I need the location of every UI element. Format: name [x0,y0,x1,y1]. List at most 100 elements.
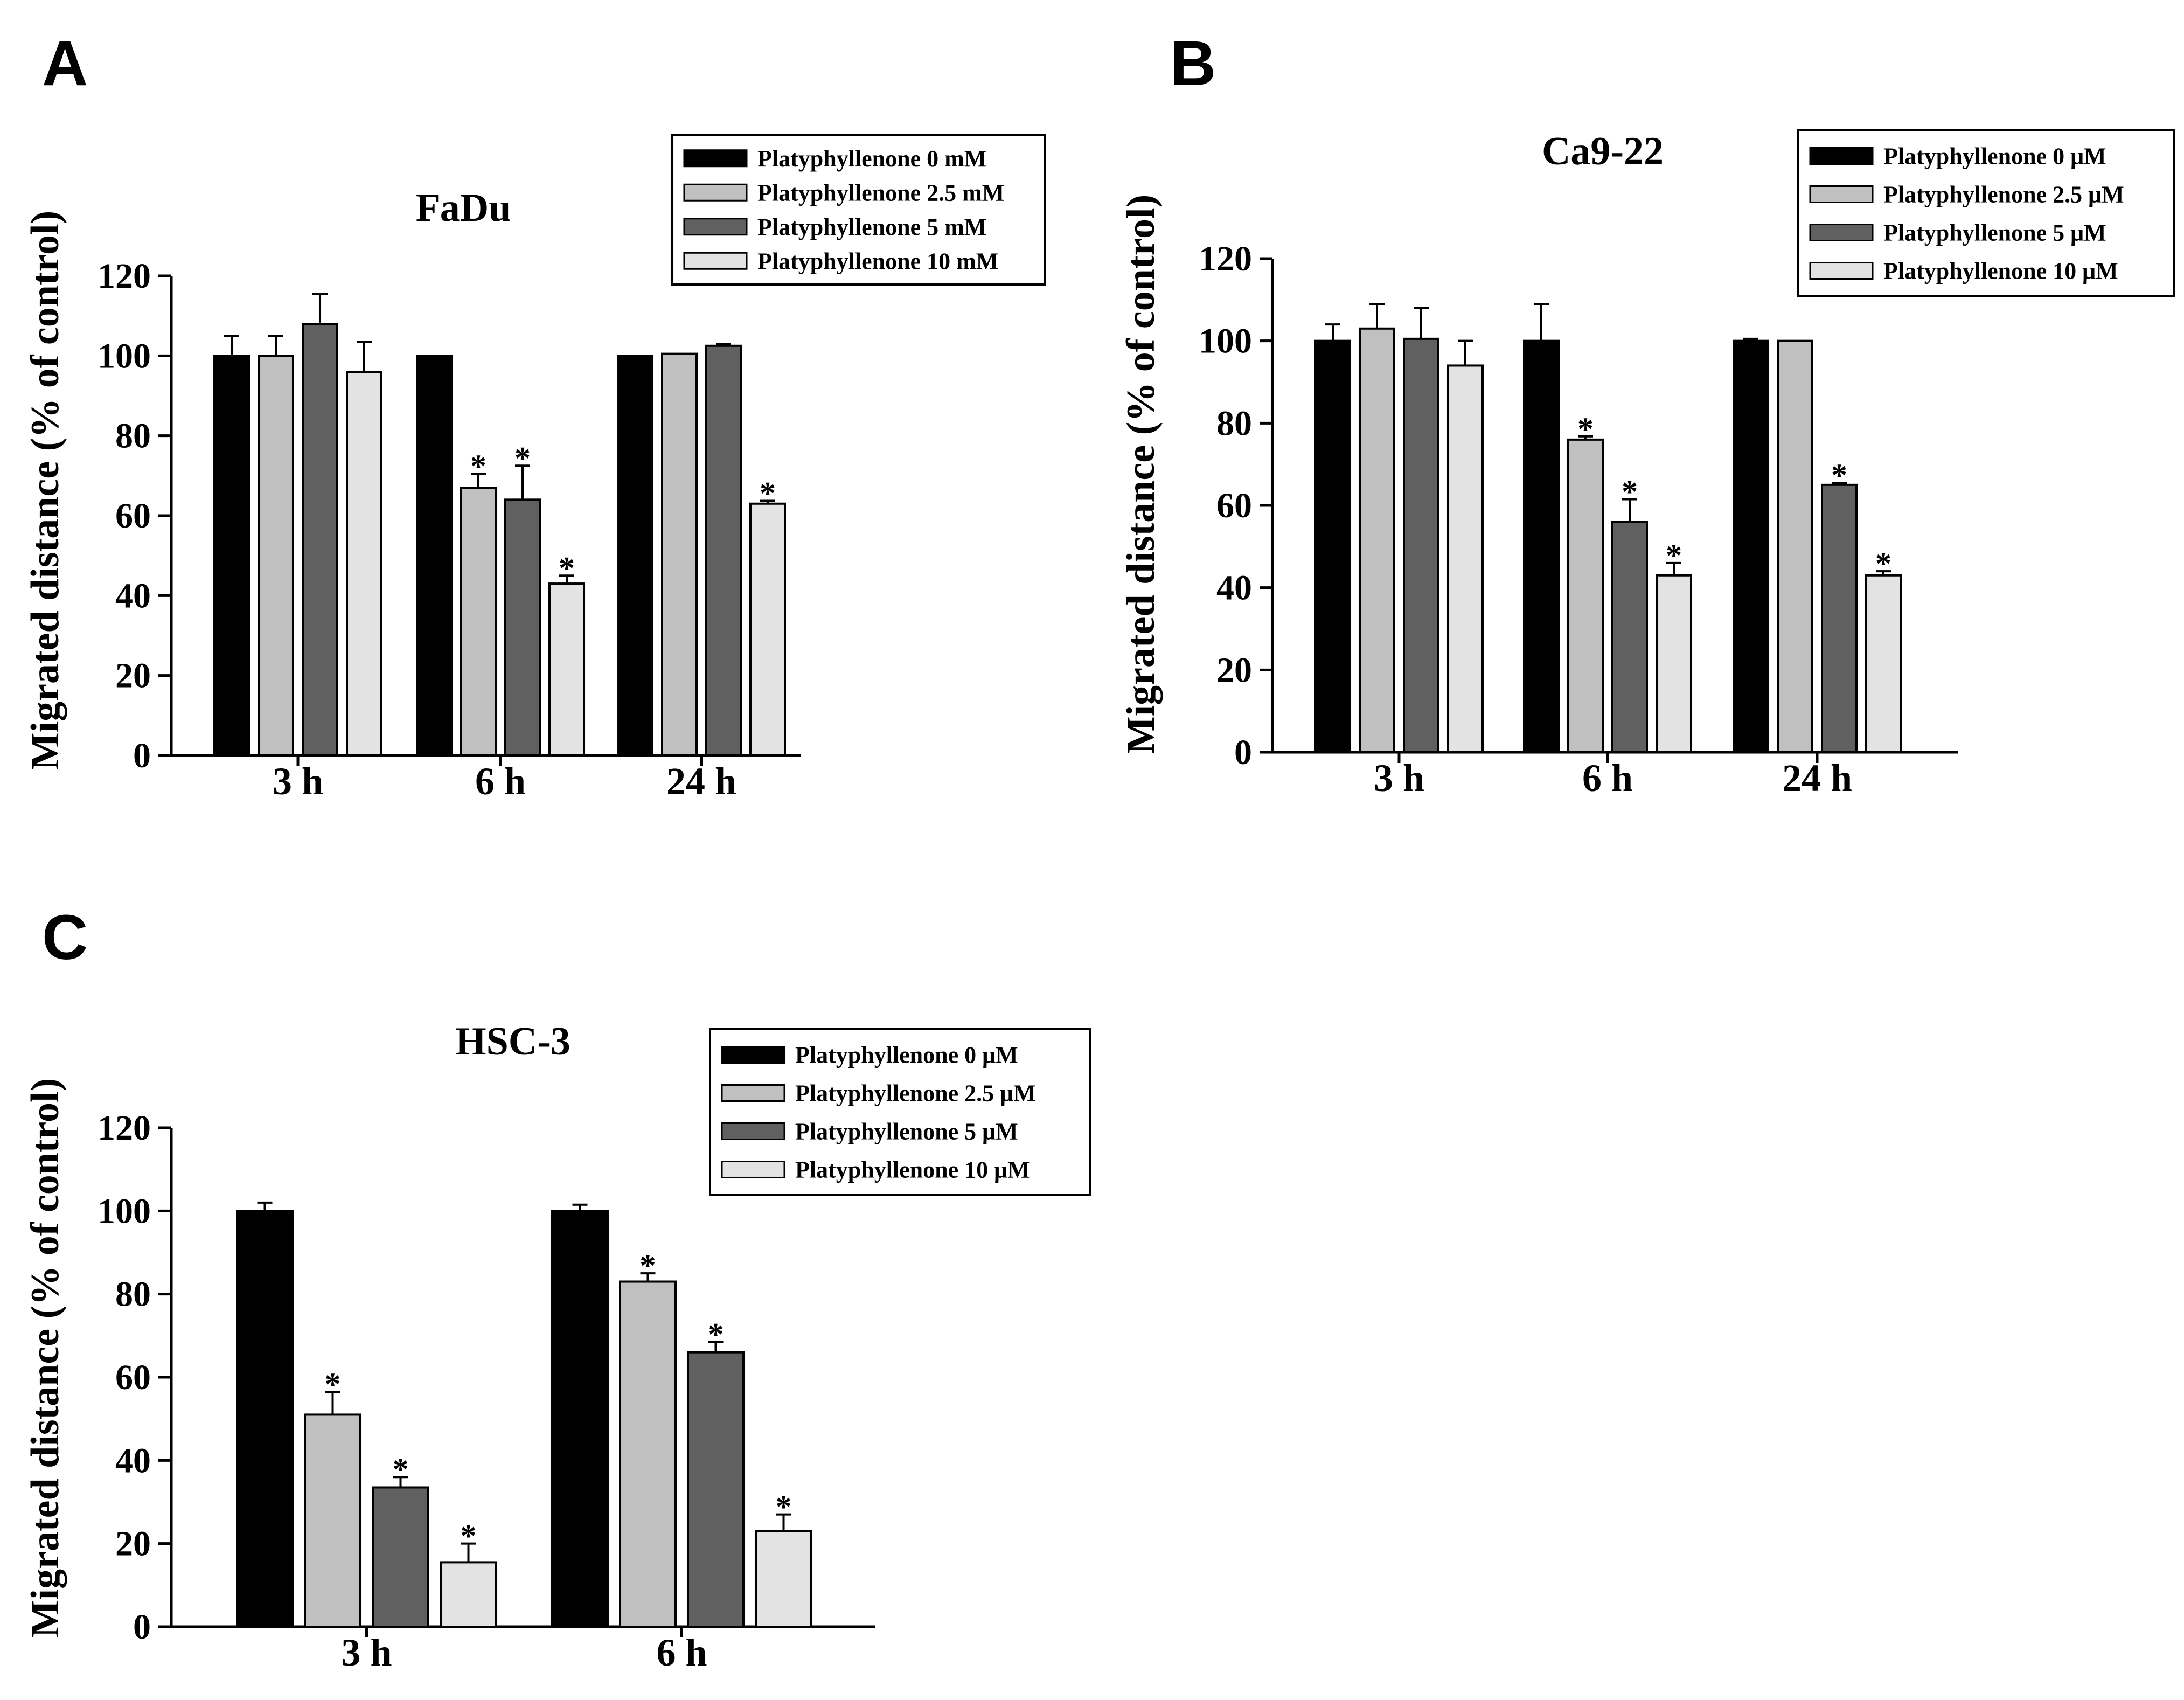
bar [1865,574,1902,754]
legend-swatch [1809,147,1874,165]
y-tick-label: 0 [1234,733,1252,772]
bar [661,352,698,757]
panel-c: C HSC-3 Migrated distance (% of control)… [23,902,1091,1674]
legend-label: Platyphyllenone 10 μM [795,1157,1030,1183]
y-tick-label: 80 [1216,404,1252,443]
bar [346,371,382,757]
y-axis-label-b: Migrated distance (% of control) [1119,195,1163,754]
legend-label: Platyphyllenone 0 mM [757,145,986,172]
significance-star: * [514,440,531,476]
bar [617,355,653,757]
y-tick-label: 60 [115,1358,151,1397]
bar [619,1280,677,1628]
legend-swatch [683,252,748,270]
significance-star: * [640,1248,656,1283]
legend-label: Platyphyllenone 2.5 μM [1883,182,2124,208]
bar [440,1561,497,1628]
bar [1523,339,1560,753]
plot-area-b: 0 20 40 60 80 100 120 3 h 6 h * * * 24 h * * [1199,239,1958,800]
x-category-label: 3 h [273,760,323,803]
bar [372,1486,429,1628]
bar [416,355,453,757]
chart-title-c: HSC-3 [455,1019,571,1064]
significance-star: * [1622,474,1638,510]
bar [705,344,742,757]
legend-c: Platyphyllenone 0 μM Platyphyllenone 2.5 … [709,1028,1091,1196]
bar [1656,574,1692,754]
legend-label: Platyphyllenone 2.5 μM [795,1080,1036,1107]
significance-star: * [776,1489,792,1525]
y-tick-label: 0 [133,736,151,775]
legend-label: Platyphyllenone 5 μM [795,1119,1018,1145]
bar [504,498,541,757]
significance-star: * [708,1316,724,1352]
significance-star: * [325,1366,341,1402]
bar [687,1351,745,1628]
y-tick-label: 80 [115,417,151,456]
bar [1359,327,1395,753]
legend-label: Platyphyllenone 2.5 mM [757,179,1004,206]
significance-star: * [1577,411,1594,447]
bar [302,323,338,757]
bar [1567,438,1604,753]
bar [548,582,585,757]
x-category-label: 6 h [656,1631,707,1674]
y-tick-label: 20 [115,1524,151,1564]
panel-letter-b: B [1170,28,1216,99]
x-category-label: 24 h [1782,757,1852,800]
bar [1733,339,1769,753]
panel-b: B Ca9-22 Migrated distance (% of control… [1119,28,2175,800]
legend-swatch [683,218,748,236]
x-category-label: 3 h [341,1631,392,1674]
significance-star: * [1875,546,1891,581]
bar [1447,364,1484,753]
significance-star: * [1666,538,1682,573]
significance-star: * [760,476,776,511]
legend-b: Platyphyllenone 0 μM Platyphyllenone 2.5 … [1797,129,2175,297]
bar [1611,521,1648,753]
bar [749,502,786,757]
bar [1403,337,1439,753]
legend-swatch [721,1084,785,1102]
y-tick-label: 100 [98,1191,151,1231]
bar [551,1210,609,1628]
bar [755,1530,812,1628]
y-axis-label-a: Migrated distance (% of control) [23,211,67,771]
panel-letter-c: C [42,902,88,973]
y-tick-label: 60 [115,496,151,536]
y-axis-label-c: Migrated distance (% of control) [23,1078,67,1638]
y-tick-label: 80 [115,1275,151,1314]
legend-label: Platyphyllenone 10 μM [1883,258,2118,285]
y-tick-label: 120 [1199,239,1252,279]
y-tick-label: 40 [1216,568,1252,608]
panel-letter-a: A [42,28,88,99]
x-category-label: 24 h [666,760,736,803]
panel-a: A FaDu Migrated distance (% of control) … [23,28,1046,803]
legend-swatch [1809,262,1874,280]
significance-star: * [393,1452,409,1487]
y-tick-label: 20 [1216,650,1252,690]
legend-label: Platyphyllenone 10 mM [757,248,998,274]
legend-label: Platyphyllenone 5 μM [1883,220,2106,246]
chart-title-a: FaDu [416,186,511,230]
chart-title-b: Ca9-22 [1542,129,1664,174]
significance-star: * [559,550,575,586]
bar [236,1210,294,1628]
y-tick-label: 120 [98,1108,151,1148]
significance-star: * [1831,457,1847,493]
legend-swatch [721,1161,785,1178]
significance-star: * [470,448,486,484]
y-tick-label: 100 [1199,322,1252,361]
y-tick-label: 40 [115,576,151,615]
y-tick-label: 60 [1216,486,1252,525]
legend-swatch [1809,185,1874,203]
y-tick-label: 20 [115,656,151,696]
significance-star: * [461,1518,477,1554]
y-tick-label: 0 [133,1607,151,1647]
x-category-label: 3 h [1374,757,1424,800]
legend-label: Platyphyllenone 5 mM [757,214,986,240]
bar [213,355,250,757]
legend-swatch [721,1046,785,1064]
legend-swatch [683,149,748,168]
